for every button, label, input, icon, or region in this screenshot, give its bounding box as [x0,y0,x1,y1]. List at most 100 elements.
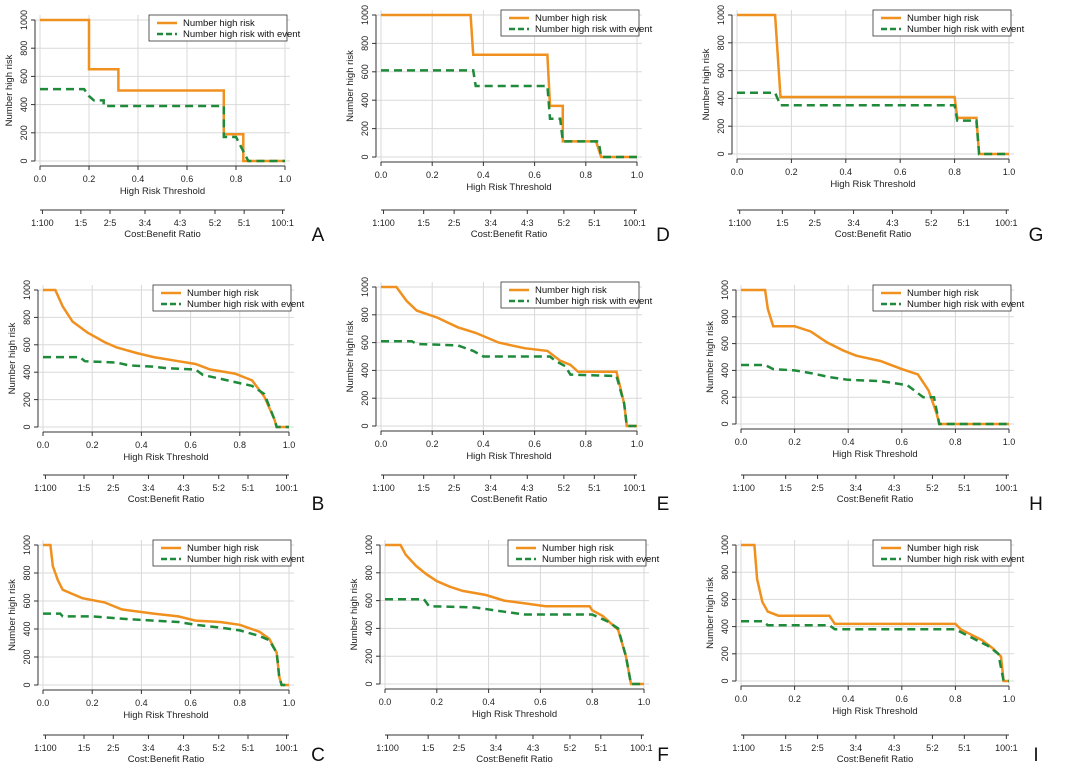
x-tick-label: 0.6 [896,437,909,447]
x-tick-label: 0.4 [477,170,490,180]
panel-letter-h: H [1029,494,1043,515]
cost-benefit-tick-label: 2:5 [448,218,461,228]
series-line-high-risk [385,543,644,686]
cost-benefit-axis-title: Cost:Benefit Ratio [471,494,548,505]
y-tick-label: 1000 [716,5,726,25]
x-tick-label: 0.4 [132,174,145,184]
panel-letter-b: B [312,494,325,515]
cost-benefit-tick-label: 5:1 [595,743,608,753]
cost-benefit-tick-label: 2:5 [811,743,824,753]
cost-benefit-tick-label: 4:3 [177,483,190,493]
legend-label: Number high risk [535,13,607,24]
x-tick-label: 0.8 [580,439,593,449]
x-tick-label: 0.6 [894,167,907,177]
cost-benefit-tick-label: 1:100 [372,483,395,493]
x-tick-label: 0.8 [949,694,962,704]
legend-label: Number high risk with event [542,554,660,565]
x-tick-label: 0.6 [534,697,547,707]
y-tick-label: 400 [716,91,726,106]
cost-benefit-tick-label: 2:5 [448,483,461,493]
x-tick-label: 0.6 [528,439,541,449]
cost-benefit-tick-label: 1:5 [78,483,91,493]
cost-benefit-tick-label: 4:3 [888,743,901,753]
cost-benefit-tick-label: 5:1 [238,218,251,228]
y-tick-label: 1000 [720,280,730,300]
x-tick-label: 1.0 [279,174,292,184]
cost-benefit-tick-label: 3:4 [142,483,155,493]
x-tick-label: 0.2 [785,167,798,177]
legend-box [500,281,640,309]
y-tick-label: 200 [364,649,374,664]
y-tick-label: 200 [360,121,370,136]
cost-benefit-tick-label: 100:1 [630,743,653,753]
panel-letter-i: I [1033,745,1038,766]
cost-benefit-tick-label: 5:2 [926,483,939,493]
cost-benefit-tick-label: 4:3 [174,218,187,228]
x-tick-label: 0.0 [375,439,388,449]
y-tick-label: 600 [364,593,374,608]
x-tick-label: 1.0 [283,698,296,708]
series-line-high-risk [741,288,1009,426]
y-tick-label: 600 [360,64,370,79]
cost-benefit-tick-label: 3:4 [484,483,497,493]
legend-label: Number high risk [542,543,614,554]
y-tick-label: 200 [720,390,730,405]
cost-benefit-tick-label: 1:5 [779,483,792,493]
cost-benefit-tick-label: 3:4 [850,743,863,753]
legend-label: Number high risk [907,288,979,299]
y-tick-label: 400 [360,93,370,108]
y-axis-title: Number high risk [705,577,716,649]
panel-d: 0 200 400 600 800 1000 Number high risk 0.0 0.2 0… [345,5,670,246]
cost-benefit-tick-label: 4:3 [521,218,534,228]
y-tick-label: 600 [716,63,726,78]
cost-benefit-tick-label: 1:5 [779,743,792,753]
panel-letter-a: A [312,225,325,246]
cost-benefit-tick-label: 5:2 [558,218,571,228]
x-tick-label: 0.8 [234,698,247,708]
y-tick-label: 600 [22,593,32,608]
cost-benefit-tick-label: 2:5 [104,218,117,228]
x-tick-label: 0.2 [86,698,99,708]
x-axis-title: High Risk Threshold [466,182,551,193]
x-tick-label: 0.0 [37,698,50,708]
y-tick-label: 400 [720,619,730,634]
legend-box [148,14,288,42]
x-tick-label: 0.4 [135,440,148,450]
series-line-high-risk [40,18,285,163]
legend-label: Number high risk with event [535,296,653,307]
cost-benefit-axis-title: Cost:Benefit Ratio [128,494,205,505]
cost-benefit-tick-label: 3:4 [484,218,497,228]
x-tick-label: 0.2 [83,174,96,184]
legend-label: Number high risk with event [535,24,653,35]
x-tick-label: 1.0 [1003,437,1016,447]
panel-letter-c: C [311,745,325,766]
legend-label: Number high risk with event [907,24,1025,35]
y-tick-label: 800 [22,310,32,325]
cost-benefit-tick-label: 5:2 [558,483,571,493]
x-tick-label: 1.0 [1003,694,1016,704]
y-tick-label: 800 [19,41,29,56]
x-tick-label: 1.0 [638,697,651,707]
cost-benefit-tick-label: 1:100 [34,483,57,493]
y-tick-label: 400 [360,363,370,378]
y-tick-label: 600 [22,337,32,352]
cost-benefit-tick-label: 3:4 [139,218,152,228]
y-tick-label: 0 [716,151,726,156]
cost-benefit-tick-label: 2:5 [453,743,466,753]
cost-benefit-axis-title: Cost:Benefit Ratio [837,754,914,765]
cost-benefit-tick-label: 100:1 [623,218,646,228]
cost-benefit-tick-label: 4:3 [521,483,534,493]
x-tick-label: 0.2 [431,697,444,707]
panel-e: 0 200 400 600 800 1000 Number high risk 0.0 0.2 0… [345,277,669,515]
y-tick-label: 600 [720,336,730,351]
y-tick-label: 800 [22,565,32,580]
y-tick-label: 400 [22,621,32,636]
series-line-high-risk-with-event [741,363,1009,426]
cost-benefit-tick-label: 4:3 [888,483,901,493]
panel-g: 0 200 400 600 800 1000 Number high risk 0.0 0.2 0… [701,5,1043,246]
panel-letter-f: F [657,745,669,766]
y-tick-label: 0 [360,423,370,428]
cost-benefit-tick-label: 2:5 [107,743,120,753]
series-line-high-risk-with-event [381,69,637,159]
series-line-high-risk-with-event [737,91,1009,156]
